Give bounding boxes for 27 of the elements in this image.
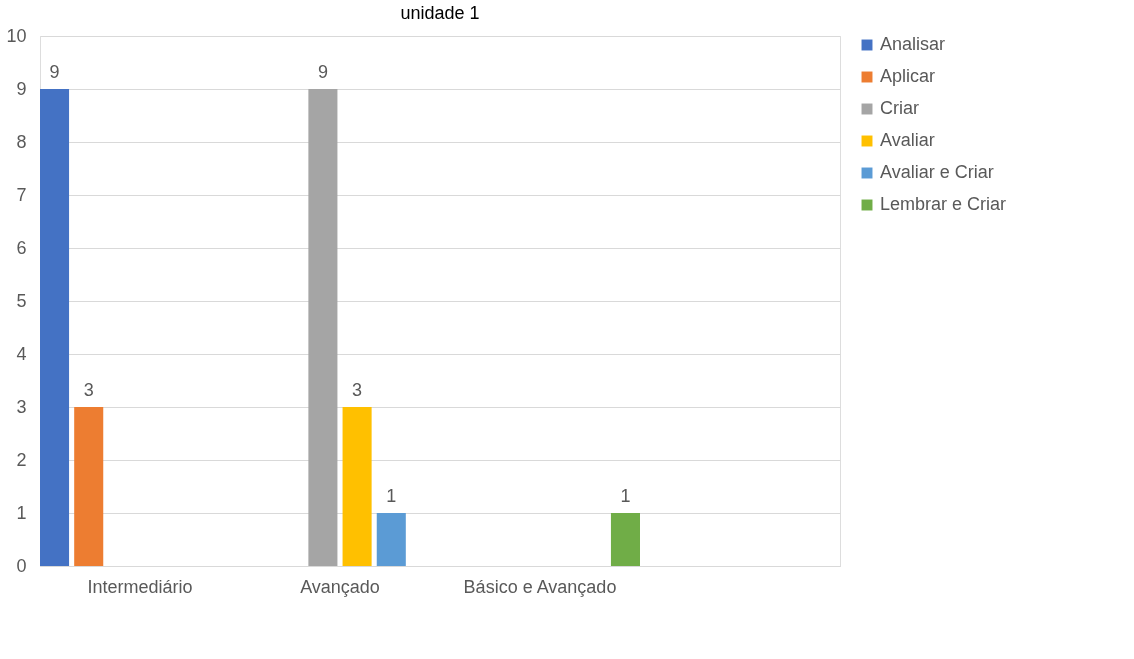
legend-label: Analisar [880, 34, 946, 54]
y-tick-label: 1 [16, 502, 27, 523]
y-tick-label: 6 [16, 237, 27, 258]
data-label: 3 [83, 380, 94, 400]
x-tick-label: Intermediário [87, 576, 193, 597]
y-tick-label: 0 [16, 555, 27, 576]
legend-label: Lembrar e Criar [880, 194, 1007, 214]
y-tick-label: 7 [16, 184, 27, 205]
y-tick-label: 4 [16, 343, 27, 364]
legend-label: Avaliar e Criar [880, 162, 994, 182]
legend-label: Aplicar [880, 66, 936, 86]
x-tick-label: Avançado [300, 576, 380, 597]
y-tick-label: 2 [16, 449, 27, 470]
data-label: 3 [352, 380, 363, 400]
y-tick-label: 8 [16, 131, 27, 152]
legend-label: Avaliar [880, 130, 935, 150]
data-label: 1 [386, 486, 397, 506]
y-tick-label: 10 [6, 25, 27, 46]
data-label: 1 [620, 486, 631, 506]
y-tick-label: 5 [16, 290, 27, 311]
data-label: 9 [317, 62, 328, 82]
y-tick-label: 3 [16, 396, 27, 417]
y-tick-label: 9 [16, 78, 27, 99]
chart-title: unidade 1 [400, 3, 480, 23]
legend-label: Criar [880, 98, 919, 118]
data-label: 9 [49, 62, 60, 82]
x-tick-label: Básico e Avançado [463, 576, 617, 597]
